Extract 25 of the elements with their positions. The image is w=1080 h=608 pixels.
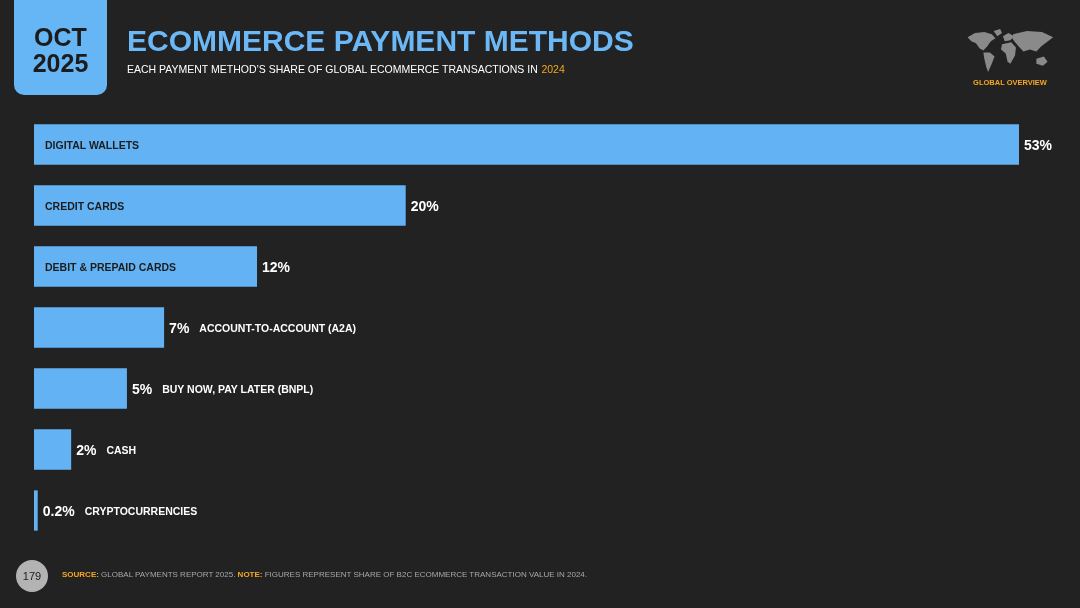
bar — [34, 429, 72, 470]
bar — [34, 307, 165, 348]
y-tick-label: CRYPTOCURRENCIES — [84, 504, 198, 517]
y-tick-label: BUY NOW, PAY LATER (BNPL) — [162, 382, 314, 395]
date-badge: OCT 2025 — [14, 0, 107, 95]
data-label: 2% — [76, 441, 97, 458]
chart-title: ECOMMERCE PAYMENT METHODS — [127, 23, 634, 57]
y-tick-label: CREDIT CARDS — [45, 199, 125, 212]
data-label: 5% — [131, 380, 153, 397]
bar — [34, 185, 406, 226]
y-tick-label: DEBIT & PREPAID CARDS — [45, 260, 177, 273]
data-label: 53% — [1024, 136, 1053, 153]
y-tick-label: ACCOUNT-TO-ACCOUNT (A2A) — [199, 321, 357, 334]
y-tick-label: CASH — [106, 443, 137, 456]
data-label: 12% — [262, 258, 291, 275]
source-note: SOURCE: GLOBAL PAYMENTS REPORT 2025. NOTE: FIGURES REPRESENT SHARE OF B2C ECOMMERCE TRANSACTION VALUE IN 2024. — [62, 570, 588, 579]
chart-subtitle: EACH PAYMENT METHOD’S SHARE OF GLOBAL ECOMMERCE TRANSACTIONS IN 2024 — [127, 62, 565, 75]
bar — [34, 368, 127, 409]
bar — [34, 246, 258, 287]
y-tick-label: DIGITAL WALLETS — [45, 138, 140, 151]
data-label: 20% — [410, 197, 440, 214]
data-label: 0.2% — [42, 502, 76, 519]
bar — [34, 124, 1019, 165]
bar — [34, 490, 38, 531]
data-label: 7% — [169, 319, 190, 336]
